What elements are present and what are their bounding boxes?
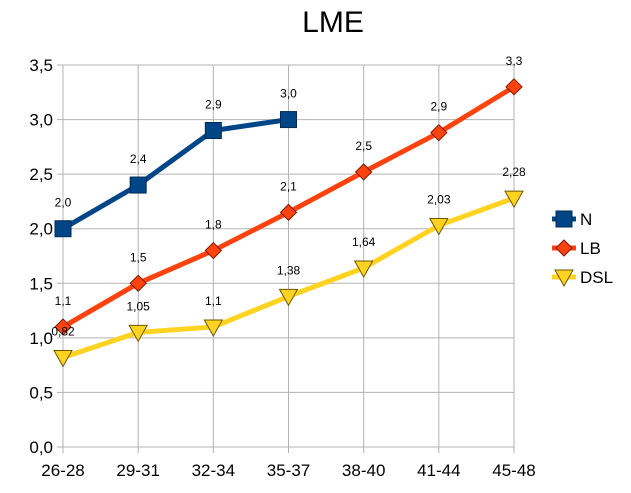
data-point-n	[204, 121, 222, 139]
data-label-lb: 2,1	[280, 179, 297, 193]
legend-label-lb: LB	[580, 239, 601, 258]
legend-marker-dsl	[554, 269, 574, 288]
data-label-dsl: 2,03	[427, 192, 451, 206]
y-tick-label: 2,0	[29, 220, 53, 239]
data-label-lb: 1,5	[130, 250, 147, 264]
data-label-lb: 2,5	[355, 139, 372, 153]
legend-marker-n	[555, 210, 573, 228]
data-point-lb	[430, 123, 448, 142]
data-label-dsl: 1,1	[205, 294, 222, 308]
legend-marker-lb	[555, 239, 573, 257]
data-point-dsl	[203, 319, 224, 337]
y-tick-label: 3,5	[29, 56, 53, 75]
y-tick-label: 3,0	[29, 111, 53, 130]
x-tick-label: 35-37	[267, 461, 310, 480]
x-tick-label: 29-31	[116, 461, 159, 480]
data-point-dsl	[53, 350, 73, 368]
data-label-n: 2,0	[55, 196, 72, 210]
data-point-dsl	[428, 217, 449, 236]
data-label-n: 3,0	[280, 87, 297, 101]
data-label-dsl: 0,82	[51, 325, 75, 339]
data-point-lb	[129, 274, 147, 292]
chart-title: LME	[302, 6, 364, 39]
data-point-lb	[505, 78, 523, 96]
y-tick-label: 0,0	[29, 438, 53, 457]
data-point-dsl	[504, 190, 524, 209]
legend-label-dsl: DSL	[580, 268, 613, 287]
x-tick-label: 32-34	[192, 461, 235, 480]
y-tick-label: 0,5	[29, 383, 53, 402]
data-point-n	[54, 220, 72, 238]
data-label-dsl: 1,38	[277, 263, 301, 277]
data-point-dsl	[278, 288, 299, 307]
data-labels: 2,0 2,4 2,9 3,0 1,1 1,5 1,8 2,1 2,5 2,9 3,3 0,82 1,0…	[51, 54, 526, 339]
data-point-dsl	[353, 260, 374, 279]
data-label-lb: 2,9	[430, 100, 447, 114]
data-label-dsl: 2,28	[502, 165, 526, 179]
axes: 0,00,51,01,52,02,53,03,526-28 29-31 32-34 3…	[29, 56, 535, 480]
legend: N LB DSL	[552, 210, 613, 288]
x-tick-label: 38-40	[342, 461, 385, 480]
x-tick-label: 41-44	[417, 461, 460, 480]
x-tick-label: 26-28	[41, 461, 84, 480]
data-label-lb: 1,1	[55, 294, 72, 308]
y-tick-label: 2,5	[29, 165, 53, 184]
data-label-dsl: 1,64	[352, 235, 376, 249]
data-label-lb: 1,8	[205, 218, 222, 232]
data-label-n: 2,4	[130, 152, 147, 166]
data-label-lb: 3,3	[506, 54, 523, 68]
data-point-n	[280, 111, 297, 129]
y-tick-label: 1,0	[29, 329, 53, 348]
data-label-dsl: 1,05	[126, 299, 150, 313]
data-point-lb	[354, 163, 373, 181]
y-tick-label: 1,5	[29, 274, 53, 293]
data-point-n	[129, 176, 147, 194]
series-layer	[53, 78, 524, 368]
legend-label-n: N	[580, 210, 592, 229]
x-tick-label: 45-48	[492, 461, 535, 480]
data-point-lb	[54, 318, 72, 336]
data-point-lb	[279, 203, 298, 222]
data-point-lb	[204, 241, 223, 260]
data-point-dsl	[128, 324, 149, 343]
data-label-n: 2,9	[205, 97, 222, 111]
series-line-n	[61, 117, 289, 231]
